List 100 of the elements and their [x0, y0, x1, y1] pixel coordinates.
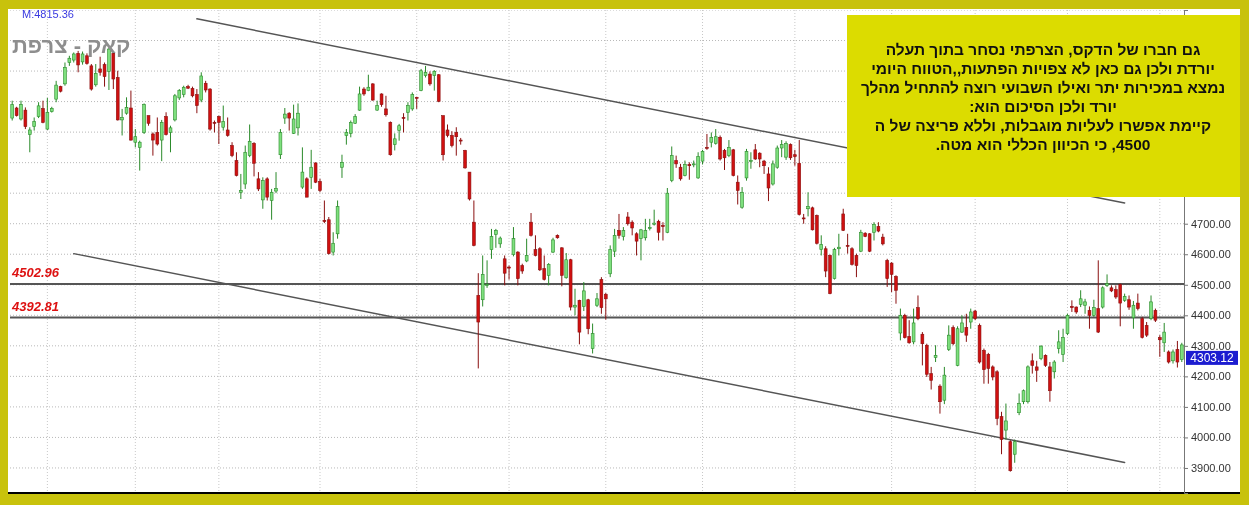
annotation: גם חברו של הדקס, הצרפתי נסחר בתוך תעלה יורדת ולכן גם כאן לא צפויות הפתעות,,הטווח היומי נמצא במכירות יתר ואילו השבועי רוצה להתחיל מהלך יורד ולכן הסיכום הוא: קיימת אפשרו לעליות מוגבלות, וללא פריצה של ה 4500, כי הכיוון הכללי הוא מטה.	[860, 41, 1226, 153]
candlestick	[582, 281, 586, 312]
candlestick	[89, 63, 94, 92]
candlestick	[454, 126, 459, 157]
candlestick	[546, 262, 551, 286]
candlestick	[133, 128, 138, 148]
candlestick	[964, 313, 969, 343]
candlestick	[898, 308, 903, 341]
candlestick	[511, 226, 516, 257]
annotation: M:4815.36	[22, 8, 74, 20]
candlestick	[28, 126, 32, 153]
candlestick	[687, 161, 692, 181]
y-tick-label: 4400.00	[1191, 309, 1231, 322]
candlestick	[969, 308, 973, 330]
candlestick	[10, 100, 14, 122]
candlestick	[1105, 273, 1109, 288]
candlestick	[54, 80, 58, 103]
candlestick	[1162, 322, 1166, 353]
candlestick	[168, 125, 173, 153]
candlestick	[894, 274, 898, 305]
y-tick-label: 4000.00	[1191, 431, 1231, 444]
y-tick-label: 4600.00	[1191, 248, 1231, 261]
candlestick	[1034, 360, 1039, 383]
candlestick	[639, 228, 643, 261]
candlestick	[806, 191, 810, 217]
candlestick	[916, 294, 920, 321]
candlestick	[735, 174, 740, 205]
candlestick	[845, 233, 850, 255]
y-tick-label: 4300.00	[1191, 339, 1231, 352]
candlestick	[94, 63, 98, 88]
candlestick	[573, 288, 577, 316]
candlestick	[472, 200, 476, 247]
candlestick	[1070, 299, 1074, 313]
candlestick	[1004, 403, 1008, 441]
candlestick	[1131, 300, 1136, 330]
candlestick	[590, 323, 595, 354]
candlestick	[784, 140, 788, 161]
candlestick	[1096, 259, 1100, 334]
candlestick	[401, 112, 406, 133]
candlestick	[278, 128, 283, 160]
candlestick	[300, 146, 305, 190]
y-tick-label: 3900.00	[1191, 461, 1231, 474]
candlestick	[23, 106, 28, 130]
candlestick	[252, 141, 256, 177]
candlestick	[564, 252, 568, 280]
candlestick	[76, 50, 80, 73]
text: 4303.12	[1190, 350, 1235, 365]
y-tick-label: 4500.00	[1191, 278, 1231, 291]
candlestick	[357, 86, 362, 112]
candlestick	[502, 254, 507, 286]
candlestick	[529, 212, 533, 238]
candlestick	[137, 140, 142, 172]
candlestick	[432, 69, 437, 92]
candlestick	[19, 100, 23, 122]
candlestick	[907, 319, 911, 345]
candlestick	[45, 97, 50, 131]
candlestick	[340, 154, 344, 179]
y-tick-label: 4700.00	[1191, 217, 1231, 230]
candlestick	[1175, 340, 1180, 369]
candlestick	[1118, 283, 1122, 327]
candlestick	[656, 219, 661, 242]
candlestick	[643, 218, 648, 242]
candlestick	[986, 352, 991, 385]
candlestick	[261, 176, 265, 210]
candlestick	[819, 234, 823, 256]
candlestick	[291, 104, 296, 135]
candlestick	[1100, 285, 1105, 310]
candlestick	[1149, 294, 1153, 321]
candlestick	[1180, 342, 1184, 363]
candlestick	[872, 221, 876, 242]
candlestick	[225, 116, 230, 138]
candlestick	[1092, 299, 1096, 318]
candlestick	[296, 102, 300, 136]
candlestick	[705, 133, 709, 151]
candlestick	[256, 171, 261, 192]
y-tick-label: 4200.00	[1191, 370, 1231, 383]
candlestick	[740, 186, 744, 210]
candlestick	[1012, 439, 1017, 464]
candlestick	[63, 62, 67, 87]
candlestick	[1056, 329, 1061, 354]
candlestick	[1030, 352, 1035, 375]
candlestick	[727, 139, 731, 158]
ref-line-label: 4502.96	[11, 264, 60, 280]
candlestick	[287, 111, 291, 132]
candlestick	[265, 176, 269, 202]
candlestick	[151, 131, 155, 157]
candlestick	[1052, 359, 1057, 380]
candlestick	[766, 166, 771, 202]
candlestick	[1087, 305, 1092, 330]
candlestick	[234, 151, 239, 177]
candlestick	[489, 228, 494, 260]
candlestick	[305, 176, 309, 198]
candlestick	[911, 308, 916, 345]
candlestick	[159, 119, 164, 162]
candlestick	[617, 213, 621, 240]
text: קאק - צרפת	[12, 33, 131, 58]
candlestick	[903, 313, 907, 340]
y-tick-label: 4100.00	[1191, 400, 1231, 413]
candlestick	[309, 149, 313, 190]
candlestick	[889, 261, 894, 293]
